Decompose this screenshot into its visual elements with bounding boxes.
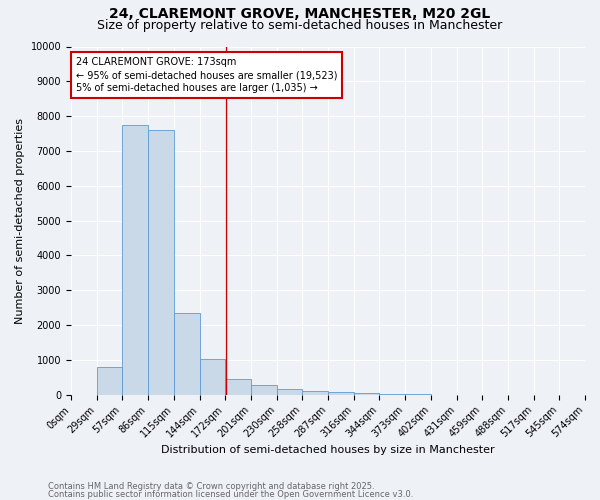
Bar (200, 360, 225, 395)
Text: Contains public sector information licensed under the Open Government Licence v3: Contains public sector information licen… (48, 490, 413, 499)
Bar (277, 389, 302, 395)
Bar (302, 391, 328, 395)
Bar (328, 392, 354, 395)
Bar (174, 313, 200, 395)
Y-axis label: Number of semi-detached properties: Number of semi-detached properties (15, 118, 25, 324)
Text: Contains HM Land Registry data © Crown copyright and database right 2025.: Contains HM Land Registry data © Crown c… (48, 482, 374, 491)
Bar (148, 130, 174, 395)
Text: 24, CLAREMONT GROVE, MANCHESTER, M20 2GL: 24, CLAREMONT GROVE, MANCHESTER, M20 2GL (109, 8, 491, 22)
Text: Size of property relative to semi-detached houses in Manchester: Size of property relative to semi-detach… (97, 19, 503, 32)
Text: 24 CLAREMONT GROVE: 173sqm
← 95% of semi-detached houses are smaller (19,523)
5%: 24 CLAREMONT GROVE: 173sqm ← 95% of semi… (76, 57, 338, 94)
Bar (97, 367, 122, 395)
Bar (379, 394, 405, 395)
Bar (354, 394, 379, 395)
Bar (251, 385, 277, 395)
Bar (122, 125, 148, 395)
Bar (225, 379, 251, 395)
X-axis label: Distribution of semi-detached houses by size in Manchester: Distribution of semi-detached houses by … (161, 445, 495, 455)
